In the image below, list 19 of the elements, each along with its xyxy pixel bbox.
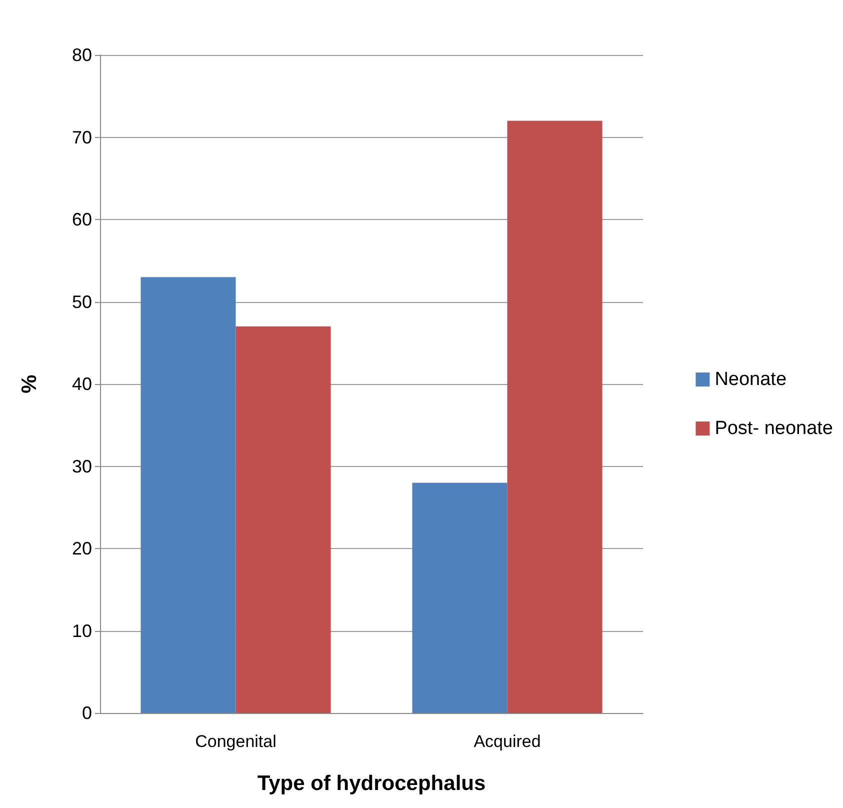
legend-label: Neonate bbox=[714, 369, 787, 390]
y-tick-label: 80 bbox=[72, 45, 92, 65]
y-tick-label: 60 bbox=[72, 210, 92, 230]
y-tick-label: 70 bbox=[72, 127, 92, 148]
x-tick-label: Congenital bbox=[195, 732, 276, 751]
y-tick-label: 10 bbox=[72, 620, 92, 641]
y-tick-label: 30 bbox=[72, 456, 92, 476]
bar bbox=[412, 482, 508, 713]
bar bbox=[236, 326, 331, 713]
y-tick-label: 50 bbox=[72, 292, 92, 312]
bar bbox=[140, 277, 236, 713]
y-axis-title: % bbox=[18, 374, 41, 394]
y-tick-label: 0 bbox=[82, 703, 92, 723]
bar bbox=[507, 120, 602, 713]
y-tick-label: 20 bbox=[72, 538, 92, 558]
legend-label: Post- neonate bbox=[714, 418, 834, 439]
x-axis-title: Type of hydrocephalus bbox=[257, 772, 486, 795]
x-tick-label: Acquired bbox=[474, 732, 541, 751]
y-tick-label: 40 bbox=[72, 374, 92, 394]
